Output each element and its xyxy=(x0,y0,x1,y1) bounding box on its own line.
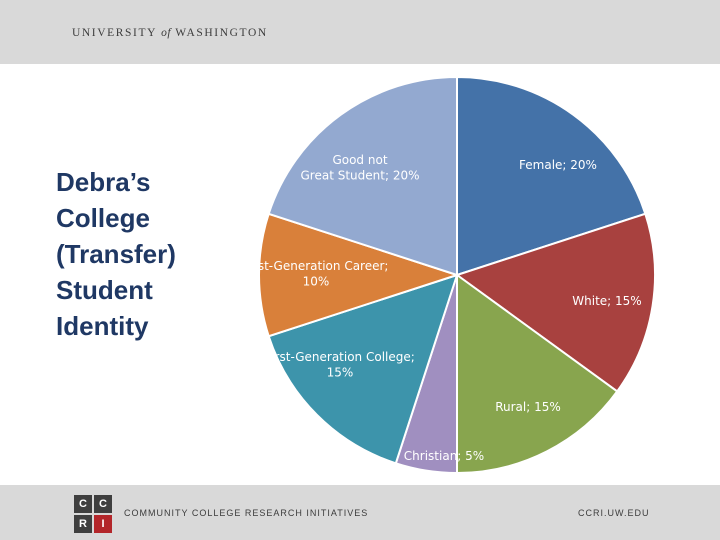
ccri-logo-cell: C xyxy=(74,495,92,513)
logo-university: UNIVERSITY xyxy=(72,27,157,39)
pie-label-white: White; 15% xyxy=(572,294,641,308)
pie-slice-first-generation-college xyxy=(267,273,459,465)
pie-label-female: Female; 20% xyxy=(519,158,597,172)
pie-slice-first-generation-career xyxy=(258,212,461,338)
university-logo: UNIVERSITY of WASHINGTON xyxy=(72,27,268,39)
pie-label-first-generation-college: First-Generation College; 15% xyxy=(265,350,415,380)
footer-url: CCRI.UW.EDU xyxy=(578,508,650,518)
title-line-5: Identity xyxy=(56,311,149,341)
header-bar: UNIVERSITY of WASHINGTON xyxy=(0,0,720,64)
ccri-logo: C C R I xyxy=(74,495,112,533)
title-line-3: (Transfer) xyxy=(56,239,176,269)
ccri-logo-cell: C xyxy=(94,495,112,513)
slide-title: Debra’s College (Transfer) Student Ident… xyxy=(56,164,226,344)
logo-of: of xyxy=(161,27,172,39)
pie-label-christian: Christian; 5% xyxy=(404,449,484,463)
title-line-2: College xyxy=(56,203,150,233)
pie-label-rural: Rural; 15% xyxy=(495,400,561,414)
title-line-1: Debra’s xyxy=(56,167,151,197)
pie-label-good-not-great-student: Good not Great Student; 20% xyxy=(301,153,420,183)
ccri-logo-cell: R xyxy=(74,515,92,533)
ccri-logo-cell: I xyxy=(94,515,112,533)
footer-org-name: COMMUNITY COLLEGE RESEARCH INITIATIVES xyxy=(124,508,369,518)
pie-slice-rural xyxy=(456,273,619,475)
pie-slice-female xyxy=(456,75,647,277)
footer-bar: C C R I COMMUNITY COLLEGE RESEARCH INITI… xyxy=(0,485,720,540)
pie-slice-white xyxy=(454,212,656,393)
title-line-4: Student xyxy=(56,275,153,305)
pie-slice-good-not-great-student xyxy=(267,75,458,277)
logo-washington: WASHINGTON xyxy=(175,27,268,39)
pie-label-first-generation-career: First-Generation Career; 10% xyxy=(244,259,389,289)
